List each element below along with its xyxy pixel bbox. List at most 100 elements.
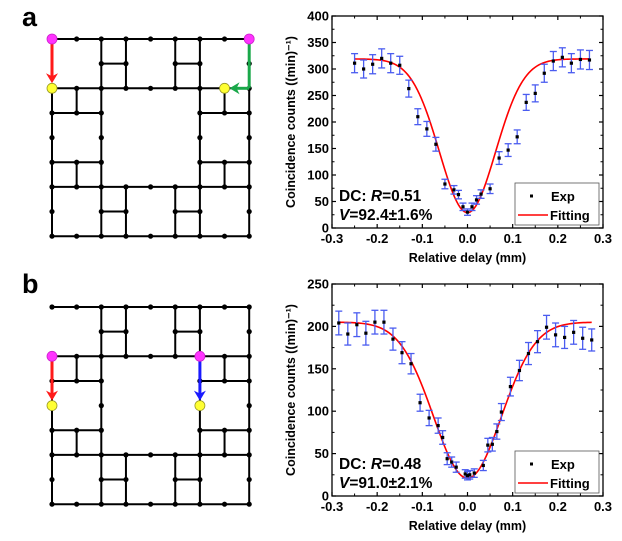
data-point [456,193,461,197]
graph-node [74,110,80,116]
data-point [434,142,438,146]
start-node-marker [46,33,58,45]
chart-a: -0.3 -0.2 -0.1 0.0 0.1 0.2 0.3 0 50 100 150 200 250 3… [284,9,612,266]
y-tick-label: 150 [307,361,329,376]
data-point [470,205,474,209]
x-tick-label: -0.1 [411,231,433,246]
data-point [486,443,490,447]
x-tick-label: 0.3 [594,231,612,246]
data-point [535,340,540,344]
data-point [391,337,395,341]
graph-node [74,85,80,91]
end-node-marker [219,82,230,94]
data-point [450,460,454,464]
data-point [524,100,528,104]
end-node-marker [46,82,58,94]
data-point [463,472,467,476]
start-node-marker [46,350,58,362]
legend-box [514,182,600,226]
graph-node [197,184,203,190]
data-point [587,58,592,62]
data-point [468,473,472,477]
data-point [454,465,458,469]
graph-node [123,476,129,483]
x-tick-label: 0.2 [549,231,567,246]
graph-node [221,110,228,116]
y-tick-label: 100 [307,168,329,183]
graph-node [98,184,104,190]
graph-node [197,208,203,215]
graph-node [172,36,178,42]
data-point [517,368,522,373]
graph-node [74,233,80,239]
legend-exp-label: Exp [551,457,575,472]
x-axis-label: Relative delay (mm) [409,519,526,533]
annotation-prefix: DC: [339,456,371,473]
graph-node [197,233,203,239]
annotation-line-1: DC: R=0.51 [339,188,422,205]
arrowhead-down-icon [193,390,206,401]
data-point [495,429,499,434]
data-point [490,442,494,446]
data-point [364,331,368,335]
data-point [418,401,422,405]
graph-node [197,159,203,165]
graph-node [98,36,104,42]
arrowhead-down-icon [46,73,58,84]
annotation-line-2: V=91.0±2.1% [339,475,433,492]
graph-node [123,233,129,239]
graph-node [246,353,252,359]
graph-node [74,304,80,310]
data-point [443,182,447,186]
graph-node [197,135,203,141]
x-tick-label: -0.2 [366,499,388,514]
y-tick-label: 400 [307,9,329,24]
graph-node [98,135,104,141]
data-point [352,61,357,65]
graph-node [172,501,178,507]
data-point [481,463,485,468]
graph-node [123,329,129,335]
data-point [553,333,558,337]
x-tick-label: -0.3 [321,231,343,246]
annotation-line-2: V=92.4±1.6% [339,207,433,224]
graph-node [172,353,178,359]
graph-node [197,501,203,507]
data-point [362,67,366,71]
graph-node [221,452,228,458]
y-tick-label: 250 [307,88,329,103]
y-tick-label: 0 [322,489,329,504]
graph-node [74,378,80,384]
data-point [488,187,492,191]
data-point [472,471,476,475]
graph-node [197,476,203,483]
panel-label-a: a [22,2,38,32]
graph-node [98,85,104,91]
graph-node [246,233,252,239]
graph-node [74,452,80,458]
graph-node [221,501,228,507]
graph-node [221,159,228,165]
data-point [441,435,445,440]
panel-label-b: b [22,269,39,299]
graph-node [98,304,104,310]
data-point [544,325,549,329]
data-point [398,63,402,67]
x-tick-label: 0.3 [594,499,612,514]
graph-node [74,353,80,359]
data-point [355,323,359,327]
graph-node [123,36,129,42]
legend-box [514,450,600,494]
graph-node [123,501,129,507]
annotation-value-v: =91.0±2.1% [349,475,432,492]
graph-node [49,159,55,165]
graph-node [74,501,80,507]
graph-node [246,378,252,384]
data-point [572,330,576,334]
annotation-variable-r: R [371,188,383,205]
graph-node [246,427,252,433]
data-point [465,474,470,478]
graph-node [197,452,203,458]
graph-node [148,233,154,239]
graph-node [123,85,129,91]
